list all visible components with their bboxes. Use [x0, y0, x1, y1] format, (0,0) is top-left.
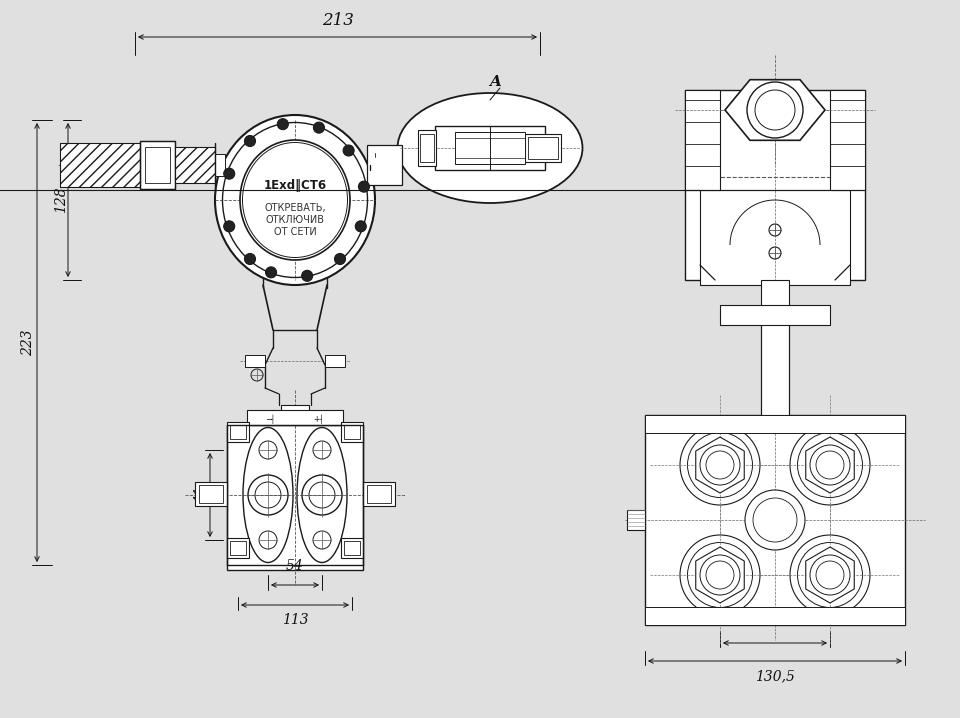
Bar	[145, 147, 170, 183]
Ellipse shape	[397, 93, 583, 203]
Bar	[367, 145, 402, 185]
Bar	[645, 415, 905, 433]
Bar	[281, 405, 309, 423]
Ellipse shape	[790, 535, 870, 615]
Bar	[215, 154, 225, 176]
Circle shape	[245, 136, 255, 146]
Polygon shape	[696, 437, 744, 493]
Bar	[528, 137, 558, 159]
Bar	[830, 90, 865, 190]
Bar	[140, 141, 175, 189]
Bar	[175, 147, 215, 183]
Bar	[761, 310, 789, 415]
Circle shape	[314, 122, 324, 133]
Bar	[227, 422, 249, 442]
Circle shape	[810, 555, 850, 595]
Text: 54: 54	[286, 559, 304, 573]
Ellipse shape	[240, 140, 350, 260]
Circle shape	[810, 445, 850, 485]
Circle shape	[343, 145, 354, 156]
Polygon shape	[696, 547, 744, 603]
Circle shape	[301, 271, 313, 281]
Text: ─┤: ─┤	[266, 414, 276, 424]
Bar	[435, 126, 545, 170]
Ellipse shape	[687, 543, 753, 607]
Ellipse shape	[297, 427, 347, 562]
Bar	[344, 425, 360, 439]
Bar	[645, 607, 905, 625]
Text: 213: 213	[322, 12, 354, 29]
Polygon shape	[805, 547, 854, 603]
Ellipse shape	[215, 115, 375, 285]
Bar	[685, 90, 720, 190]
Text: 110: 110	[761, 615, 788, 629]
Text: ОТ СЕТИ: ОТ СЕТИ	[274, 227, 317, 237]
Bar	[227, 538, 249, 558]
Bar	[247, 410, 343, 425]
Circle shape	[245, 253, 255, 264]
Bar	[60, 143, 140, 187]
Bar	[720, 305, 830, 325]
Bar	[700, 190, 850, 285]
Circle shape	[745, 490, 805, 550]
Bar	[230, 425, 246, 439]
Bar	[525, 134, 561, 162]
Bar	[367, 485, 391, 503]
Bar	[245, 355, 265, 367]
Bar	[341, 538, 363, 558]
Bar	[325, 355, 345, 367]
Text: 113: 113	[281, 613, 308, 627]
Text: 223: 223	[21, 329, 35, 356]
Circle shape	[700, 445, 740, 485]
Ellipse shape	[798, 543, 862, 607]
Text: A: A	[489, 75, 501, 89]
Ellipse shape	[680, 535, 760, 615]
Text: ОТКРЕВАТЬ,: ОТКРЕВАТЬ,	[264, 203, 325, 213]
Polygon shape	[805, 437, 854, 493]
Bar	[199, 485, 223, 503]
Ellipse shape	[680, 425, 760, 505]
Circle shape	[224, 221, 235, 232]
Bar	[227, 425, 363, 570]
Text: 130,5: 130,5	[756, 669, 795, 683]
Bar	[761, 280, 789, 310]
Ellipse shape	[687, 432, 753, 498]
Circle shape	[334, 253, 346, 264]
Bar	[627, 510, 645, 530]
Bar	[60, 143, 140, 187]
Bar	[341, 422, 363, 442]
Circle shape	[700, 555, 740, 595]
Text: ОТКЛЮЧИВ: ОТКЛЮЧИВ	[266, 215, 324, 225]
Bar	[418, 130, 436, 166]
Ellipse shape	[243, 427, 293, 562]
Bar	[175, 147, 215, 183]
Circle shape	[224, 168, 235, 180]
Text: 1Exd‖CT6: 1Exd‖CT6	[263, 179, 326, 192]
Polygon shape	[725, 80, 825, 140]
Bar	[344, 541, 360, 555]
Bar	[645, 415, 905, 625]
Ellipse shape	[798, 432, 862, 498]
Circle shape	[355, 221, 367, 232]
Bar	[140, 141, 175, 189]
Text: +┤: +┤	[314, 414, 324, 424]
Ellipse shape	[790, 425, 870, 505]
Text: 41: 41	[194, 486, 208, 504]
Bar	[195, 482, 227, 506]
Bar	[420, 134, 434, 162]
Bar	[455, 132, 525, 164]
Circle shape	[358, 181, 370, 192]
Text: 128: 128	[54, 187, 68, 213]
Bar	[230, 541, 246, 555]
Bar	[685, 90, 865, 280]
Bar	[363, 482, 395, 506]
Circle shape	[277, 118, 288, 130]
Circle shape	[266, 267, 276, 278]
